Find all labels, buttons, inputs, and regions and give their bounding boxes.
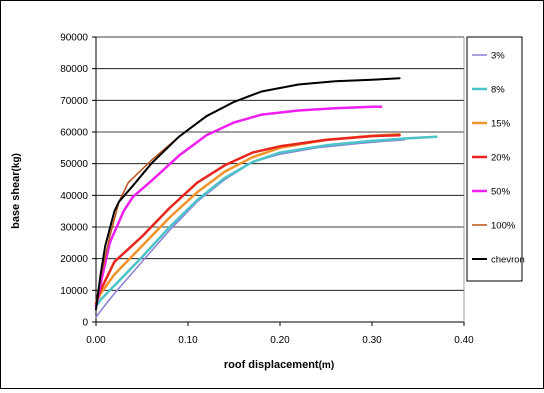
x-axis-label-main: roof displacement (224, 359, 319, 371)
legend-box (466, 36, 523, 282)
plot-area (96, 37, 464, 322)
legend-label: 8% (491, 85, 505, 96)
x-axis-label-unit: (m) (319, 360, 335, 371)
grid-lines (96, 36, 464, 291)
legend-label: chevron (491, 255, 525, 266)
y-tick-label: 90000 (60, 33, 88, 44)
series-line-50pct (94, 105, 383, 308)
y-tick-label: 10000 (60, 286, 88, 297)
x-tick-label: 0.40 (454, 335, 474, 346)
legend-label: 20% (491, 153, 511, 164)
legend: 3% 8% 15% 20% 50% 100% chevron (466, 36, 525, 282)
y-tick-label: 20000 (60, 254, 88, 265)
x-tick-label: 0.00 (86, 335, 106, 346)
y-tick-label: 30000 (60, 223, 88, 234)
legend-label: 3% (491, 51, 505, 62)
y-tick-label: 0 (82, 318, 88, 329)
y-tick-label: 50000 (60, 159, 88, 170)
x-tick-label: 0.10 (178, 335, 198, 346)
series-line-8pct (94, 135, 438, 308)
legend-label: 100% (491, 221, 516, 232)
svg-text:base shear(kg): base shear(kg) (10, 153, 22, 229)
y-tick-label: 40000 (60, 191, 88, 202)
y-axis-label: base shear(kg) (10, 153, 22, 229)
x-axis-label: roof displacement(m) (224, 359, 334, 371)
legend-label: 50% (491, 187, 511, 198)
legend-label: 15% (491, 119, 511, 130)
y-axis-label-main: base shear (10, 171, 22, 229)
y-tick-label: 60000 (60, 128, 88, 139)
series-group (94, 77, 438, 319)
y-tick-label: 80000 (60, 64, 88, 75)
series-line-20pct (94, 133, 401, 305)
y-axis-label-unit: (kg) (11, 153, 22, 171)
plot-background (96, 37, 464, 322)
series-line-chevron (95, 77, 401, 311)
axes: 0 10000 20000 30000 40000 50000 60000 70000 8000… (60, 33, 474, 347)
x-tick-label: 0.30 (362, 335, 382, 346)
svg-text:roof displacement(m): roof displacement(m) (224, 359, 334, 371)
y-tick-label: 70000 (60, 96, 88, 107)
x-tick-label: 0.20 (270, 335, 290, 346)
